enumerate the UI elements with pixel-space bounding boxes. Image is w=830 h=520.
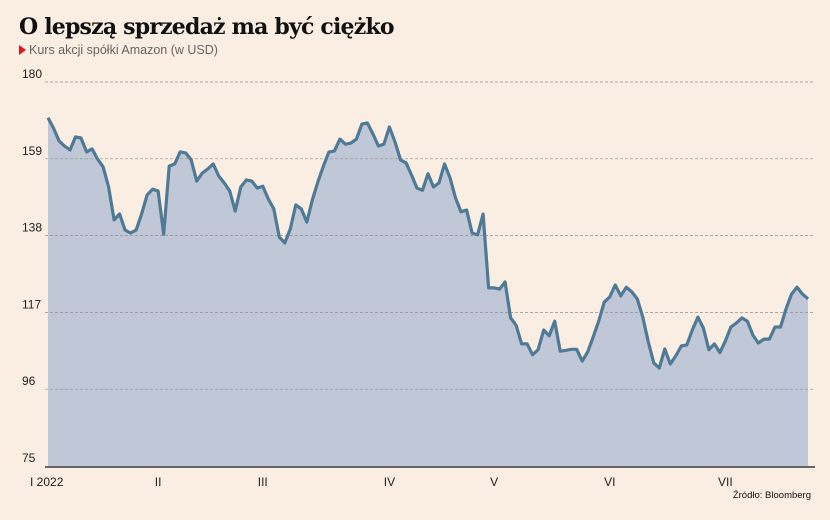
triangle-marker-icon: [19, 45, 26, 55]
y-tick-label: 159: [22, 144, 42, 158]
x-tick-label: III: [258, 475, 268, 489]
y-tick-label: 96: [22, 374, 36, 388]
area-fill: [48, 117, 808, 467]
x-tick-label: I 2022: [30, 475, 64, 489]
y-tick-label: 138: [22, 221, 42, 235]
chart-title: O lepszą sprzedaż ma być ciężko: [19, 14, 395, 40]
source-note: Źródło: Bloomberg: [732, 490, 811, 501]
x-tick-label: VII: [718, 475, 733, 489]
x-tick-label: VI: [604, 475, 615, 489]
x-tick-label: IV: [384, 475, 395, 489]
series-line-amazon: [46, 117, 810, 370]
chart-subtitle: Kurs akcji spółki Amazon (w USD): [19, 43, 218, 57]
subtitle-text: Kurs akcji spółki Amazon (w USD): [29, 43, 218, 57]
x-tick-label: V: [490, 475, 498, 489]
y-tick-label: 180: [22, 67, 42, 81]
x-tick-label: II: [155, 475, 162, 489]
y-tick-label: 117: [22, 297, 41, 311]
y-tick-label: 75: [22, 451, 36, 465]
